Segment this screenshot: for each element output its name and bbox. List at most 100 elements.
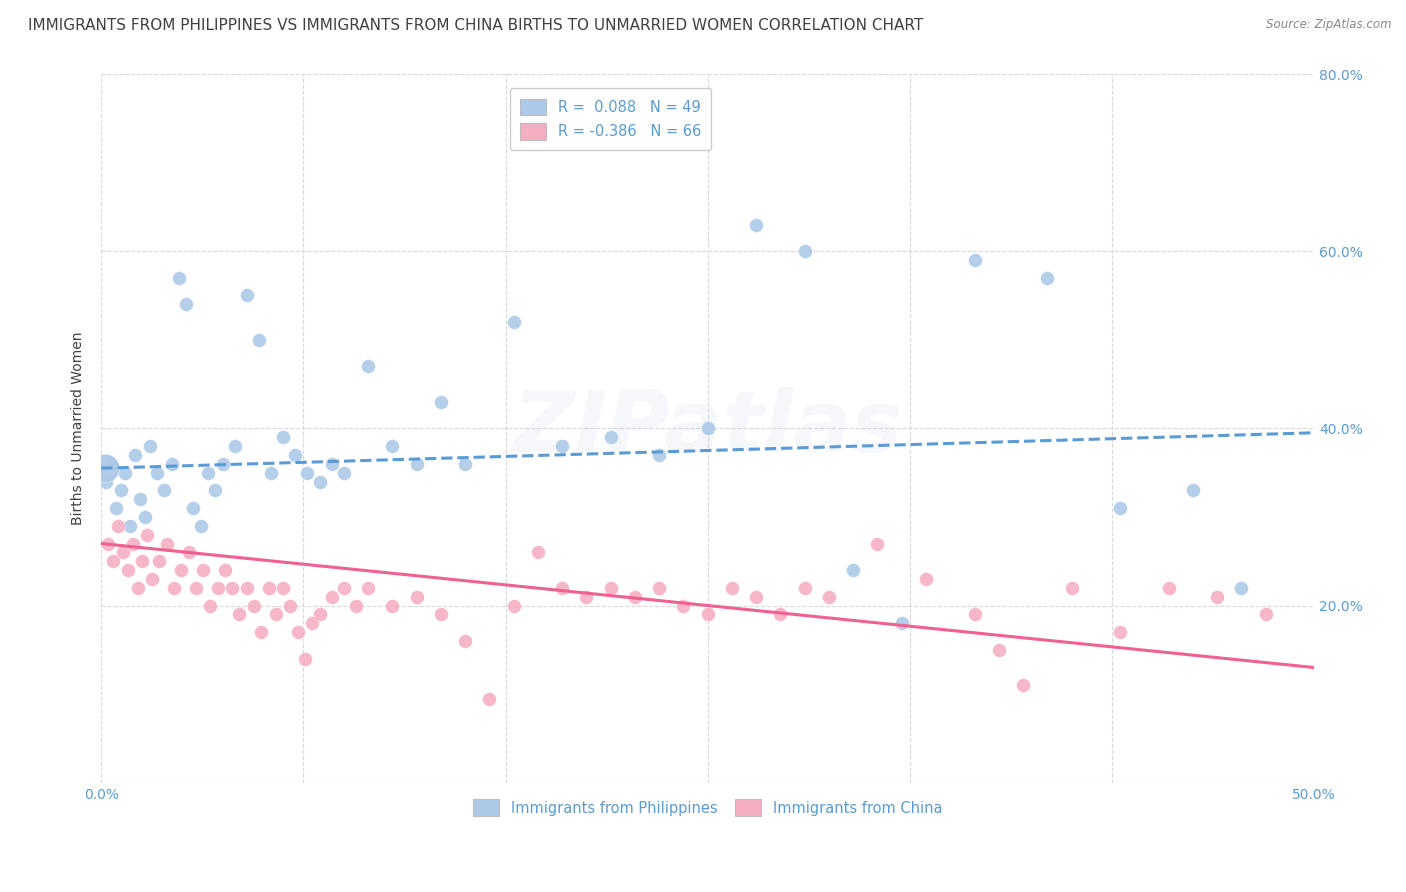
- Point: [121, 536, 143, 550]
- Point: [769, 607, 792, 622]
- Point: [204, 483, 226, 498]
- Point: [527, 545, 550, 559]
- Point: [1206, 590, 1229, 604]
- Point: [207, 581, 229, 595]
- Point: [112, 545, 135, 559]
- Point: [153, 483, 176, 498]
- Point: [624, 590, 647, 604]
- Point: [963, 607, 986, 622]
- Point: [257, 581, 280, 595]
- Point: [141, 572, 163, 586]
- Point: [160, 457, 183, 471]
- Point: [97, 536, 120, 550]
- Point: [247, 333, 270, 347]
- Point: [357, 581, 380, 595]
- Point: [100, 457, 122, 471]
- Point: [1012, 678, 1035, 692]
- Point: [405, 457, 427, 471]
- Point: [502, 315, 524, 329]
- Point: [793, 244, 815, 259]
- Point: [890, 616, 912, 631]
- Point: [381, 439, 404, 453]
- Point: [648, 581, 671, 595]
- Point: [915, 572, 938, 586]
- Point: [228, 607, 250, 622]
- Point: [987, 642, 1010, 657]
- Point: [224, 439, 246, 453]
- Point: [430, 394, 453, 409]
- Point: [344, 599, 367, 613]
- Point: [842, 563, 865, 577]
- Point: [103, 554, 125, 568]
- Point: [131, 554, 153, 568]
- Point: [250, 625, 273, 640]
- Legend: Immigrants from Philippines, Immigrants from China: Immigrants from Philippines, Immigrants …: [464, 790, 950, 825]
- Point: [301, 616, 323, 631]
- Point: [264, 607, 287, 622]
- Point: [200, 599, 222, 613]
- Point: [174, 297, 197, 311]
- Point: [1060, 581, 1083, 595]
- Point: [104, 501, 127, 516]
- Point: [551, 581, 574, 595]
- Point: [478, 691, 501, 706]
- Point: [127, 581, 149, 595]
- Point: [117, 563, 139, 577]
- Point: [94, 475, 117, 489]
- Point: [236, 288, 259, 302]
- Point: [114, 466, 136, 480]
- Point: [184, 581, 207, 595]
- Point: [454, 457, 477, 471]
- Point: [134, 510, 156, 524]
- Point: [294, 651, 316, 665]
- Point: [321, 457, 343, 471]
- Point: [321, 590, 343, 604]
- Point: [138, 439, 160, 453]
- Point: [260, 466, 283, 480]
- Point: [575, 590, 598, 604]
- Point: [120, 518, 142, 533]
- Text: ZIPatlas: ZIPatlas: [513, 387, 903, 470]
- Point: [214, 563, 236, 577]
- Point: [1036, 270, 1059, 285]
- Point: [818, 590, 841, 604]
- Point: [308, 475, 330, 489]
- Point: [333, 466, 356, 480]
- Point: [287, 625, 309, 640]
- Point: [190, 518, 212, 533]
- Point: [1230, 581, 1253, 595]
- Point: [721, 581, 744, 595]
- Point: [94, 461, 117, 475]
- Point: [148, 554, 170, 568]
- Point: [170, 563, 193, 577]
- Point: [793, 581, 815, 595]
- Point: [405, 590, 427, 604]
- Point: [502, 599, 524, 613]
- Point: [745, 218, 768, 232]
- Point: [648, 448, 671, 462]
- Point: [1109, 501, 1132, 516]
- Point: [163, 581, 186, 595]
- Point: [1254, 607, 1277, 622]
- Point: [357, 359, 380, 374]
- Point: [167, 270, 190, 285]
- Point: [129, 492, 152, 507]
- Point: [236, 581, 259, 595]
- Point: [333, 581, 356, 595]
- Text: Source: ZipAtlas.com: Source: ZipAtlas.com: [1267, 18, 1392, 31]
- Point: [284, 448, 307, 462]
- Point: [156, 536, 179, 550]
- Point: [211, 457, 233, 471]
- Point: [191, 563, 214, 577]
- Y-axis label: Births to Unmarried Women: Births to Unmarried Women: [72, 332, 86, 525]
- Point: [146, 466, 169, 480]
- Point: [1181, 483, 1204, 498]
- Point: [963, 253, 986, 268]
- Point: [672, 599, 695, 613]
- Point: [1157, 581, 1180, 595]
- Point: [110, 483, 132, 498]
- Point: [243, 599, 266, 613]
- Point: [866, 536, 889, 550]
- Point: [454, 634, 477, 648]
- Point: [745, 590, 768, 604]
